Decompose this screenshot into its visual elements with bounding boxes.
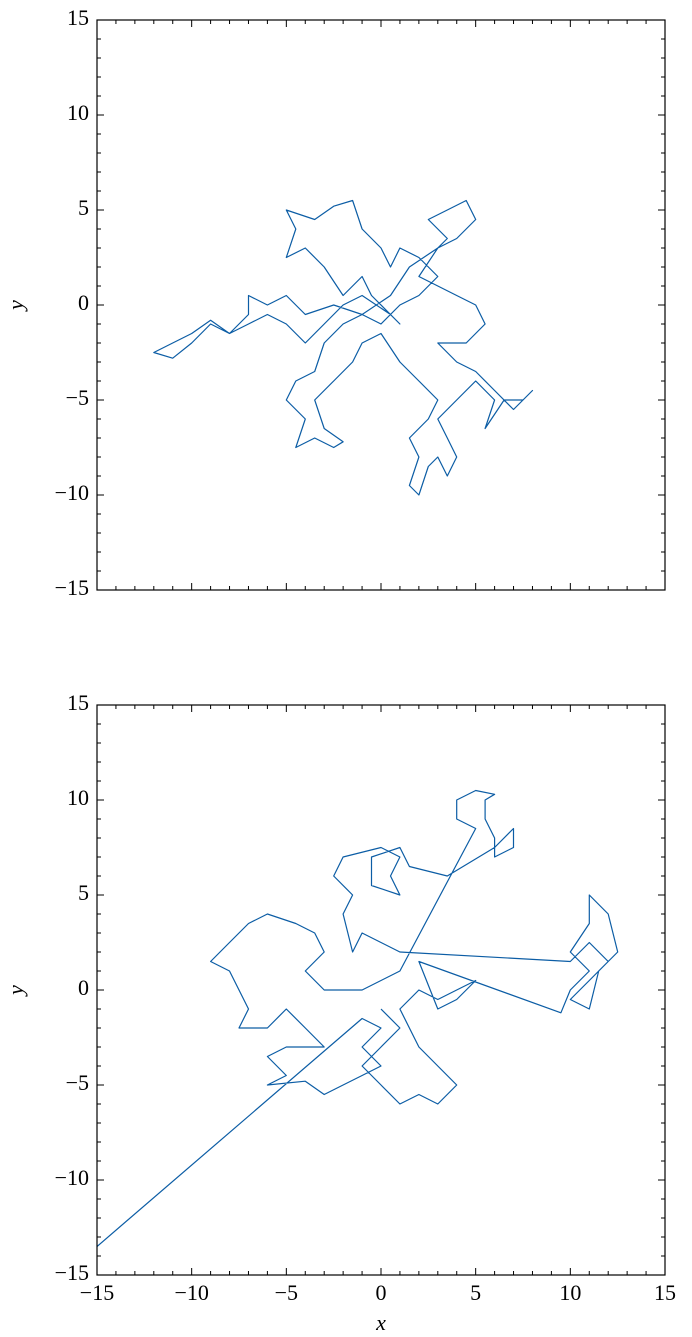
- x-tick-label: 5: [470, 1280, 481, 1305]
- x-tick-label: −15: [80, 1280, 114, 1305]
- walk-line: [97, 789, 619, 1247]
- y-tick-label: 15: [67, 690, 89, 715]
- y-tick-label: −15: [55, 1260, 89, 1285]
- y-axis-label: y: [3, 300, 28, 312]
- y-tick-label: −5: [66, 385, 89, 410]
- walk-line: [153, 199, 534, 496]
- y-tick-label: −15: [55, 575, 89, 600]
- y-tick-label: 0: [78, 975, 89, 1000]
- y-tick-label: −10: [55, 480, 89, 505]
- x-tick-label: −10: [174, 1280, 208, 1305]
- x-tick-label: 10: [559, 1280, 581, 1305]
- y-tick-label: 10: [67, 100, 89, 125]
- x-tick-label: −5: [275, 1280, 298, 1305]
- y-tick-label: 15: [67, 5, 89, 30]
- y-tick-label: 10: [67, 785, 89, 810]
- x-tick-label: 15: [654, 1280, 676, 1305]
- x-tick-label: 0: [376, 1280, 387, 1305]
- y-tick-label: 0: [78, 290, 89, 315]
- y-tick-label: 5: [78, 195, 89, 220]
- y-tick-label: −10: [55, 1165, 89, 1190]
- x-axis-label: x: [375, 1310, 386, 1335]
- y-tick-label: 5: [78, 880, 89, 905]
- y-axis-label: y: [3, 985, 28, 997]
- y-tick-label: −5: [66, 1070, 89, 1095]
